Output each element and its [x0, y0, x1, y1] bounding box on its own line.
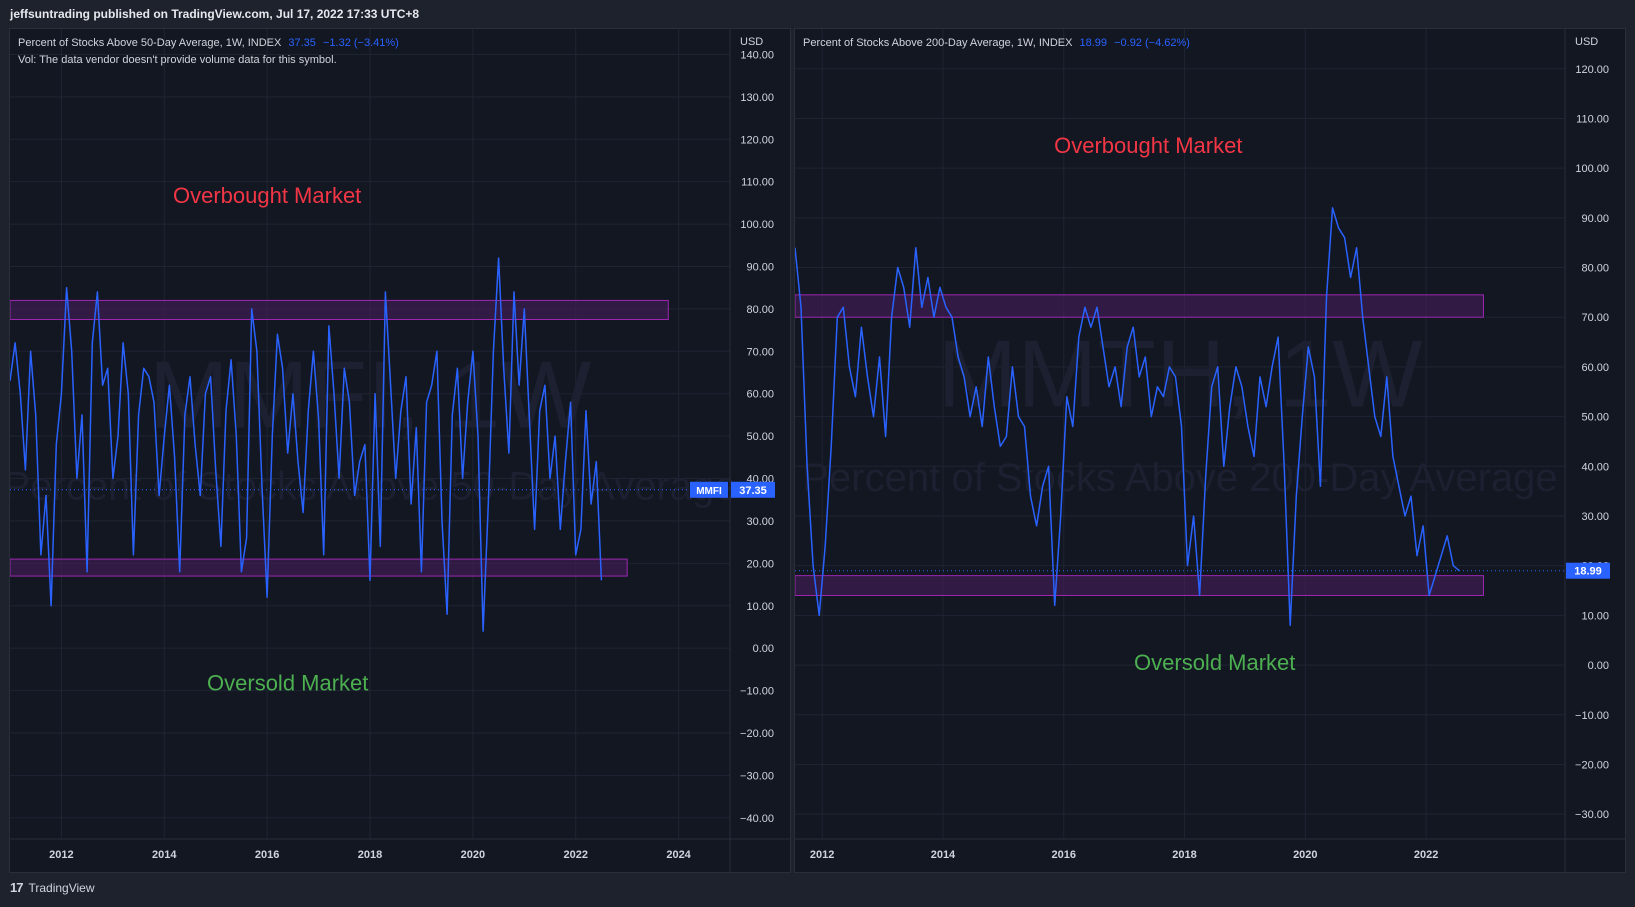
last-value-text: 37.35 [739, 485, 767, 497]
series-title: Percent of Stocks Above 50-Day Average, … [18, 37, 282, 49]
y-tick-label: −10.00 [740, 686, 774, 698]
series-title: Percent of Stocks Above 200-Day Average,… [803, 37, 1073, 49]
y-tick-label: 80.00 [746, 304, 774, 316]
x-tick-label: 2022 [563, 849, 587, 861]
y-tick-label: 140.00 [740, 49, 774, 61]
symbol-tag-badge [690, 481, 728, 498]
y-tick-label: 20.00 [746, 558, 774, 570]
volume-note: Vol: The data vendor doesn't provide vol… [18, 54, 337, 66]
x-tick-label: 2020 [1293, 849, 1317, 861]
y-tick-label: 70.00 [746, 346, 774, 358]
y-tick-label: 10.00 [746, 601, 774, 613]
tradingview-logo-icon: 17 [10, 880, 24, 895]
last-value-badge [1566, 562, 1610, 579]
series-line [795, 207, 1460, 627]
legend-last-value: 18.99 [1079, 37, 1108, 49]
x-tick-label: 2024 [666, 849, 691, 861]
gridlines [795, 29, 1565, 839]
y-tick-label: −10.00 [1575, 710, 1609, 722]
y-tick-label: 60.00 [746, 389, 774, 401]
oversold-zone [10, 558, 628, 577]
x-tick-label: 2012 [810, 849, 834, 861]
overbought-zone [10, 299, 669, 320]
y-tick-label: 100.00 [1575, 163, 1609, 175]
y-tick-label: 110.00 [1576, 113, 1609, 125]
y-tick-label: 130.00 [740, 92, 774, 104]
y-tick-label: −30.00 [740, 770, 774, 782]
legend-last-value: 37.35 [288, 37, 316, 49]
y-tick-label: 50.00 [746, 431, 774, 443]
series-line [10, 257, 603, 632]
x-tick-label: 2016 [1052, 849, 1076, 861]
x-tick-label: 2014 [931, 849, 956, 861]
last-value-text: 18.99 [1574, 566, 1602, 578]
y-tick-label: 0.00 [753, 643, 774, 655]
x-tick-label: 2016 [255, 849, 279, 861]
symbol-tag-text: MMFI [696, 486, 722, 497]
oversold-label: Oversold Market [207, 671, 368, 696]
legend-change: −1.32 (−3.41%) [322, 37, 399, 49]
y-tick-label: 90.00 [1581, 213, 1609, 225]
legend-change: −0.92 (−4.62%) [1114, 37, 1190, 49]
x-tick-label: 2018 [1172, 849, 1196, 861]
y-tick-label: 60.00 [1581, 362, 1609, 374]
y-tick-label: −30.00 [1575, 809, 1609, 821]
y-tick-label: 90.00 [746, 261, 774, 273]
overbought-zone [795, 294, 1484, 318]
y-tick-label: 120.00 [1575, 64, 1609, 76]
x-tick-label: 2022 [1414, 849, 1438, 861]
watermark-name: Percent of Stocks Above 200-Day Average [802, 456, 1557, 500]
y-tick-label: −20.00 [1575, 759, 1609, 771]
overbought-label: Overbought Market [1054, 133, 1242, 158]
y-tick-label: 40.00 [1581, 461, 1609, 473]
y-tick-label: 80.00 [1581, 263, 1609, 275]
tradingview-footer[interactable]: 17 TradingView [10, 879, 95, 897]
y-tick-label: 10.00 [1581, 610, 1609, 622]
y-tick-label: 110.00 [741, 177, 774, 189]
x-tick-label: 2018 [358, 849, 382, 861]
y-tick-label: 100.00 [740, 219, 774, 231]
y-tick-label: 50.00 [1581, 412, 1609, 424]
last-value-badge [731, 481, 775, 498]
currency-label: USD [1575, 36, 1598, 48]
y-tick-label: 30.00 [1581, 511, 1609, 523]
x-tick-label: 2012 [49, 849, 73, 861]
oversold-label: Oversold Market [1134, 650, 1295, 675]
x-tick-label: 2020 [461, 849, 485, 861]
y-tick-label: −40.00 [740, 813, 774, 825]
overbought-label: Overbought Market [173, 183, 361, 208]
oversold-zone [795, 575, 1484, 597]
tradingview-brand: TradingView [28, 881, 95, 895]
x-tick-label: 2014 [152, 849, 177, 861]
published-header: jeffsuntrading published on TradingView.… [10, 7, 420, 21]
y-tick-label: 0.00 [1588, 660, 1609, 672]
currency-label: USD [740, 36, 763, 48]
y-tick-label: 70.00 [1581, 312, 1609, 324]
legend-50-day: Percent of Stocks Above 50-Day Average, … [18, 35, 399, 69]
y-tick-label: 120.00 [740, 134, 774, 146]
chart-pane-50-day[interactable]: MMFI, 1W Percent of Stocks Above 50-Day A… [9, 28, 791, 873]
legend-200-day: Percent of Stocks Above 200-Day Average,… [803, 35, 1190, 52]
y-tick-label: 30.00 [746, 516, 774, 528]
chart-pane-200-day[interactable]: MMTH, 1W Percent of Stocks Above 200-Day … [794, 28, 1626, 873]
chart-svg-50-day[interactable]: MMFI, 1W Percent of Stocks Above 50-Day A… [10, 29, 790, 872]
y-tick-label: −20.00 [740, 728, 774, 740]
watermark-symbol: MMFI, 1W [149, 342, 592, 449]
